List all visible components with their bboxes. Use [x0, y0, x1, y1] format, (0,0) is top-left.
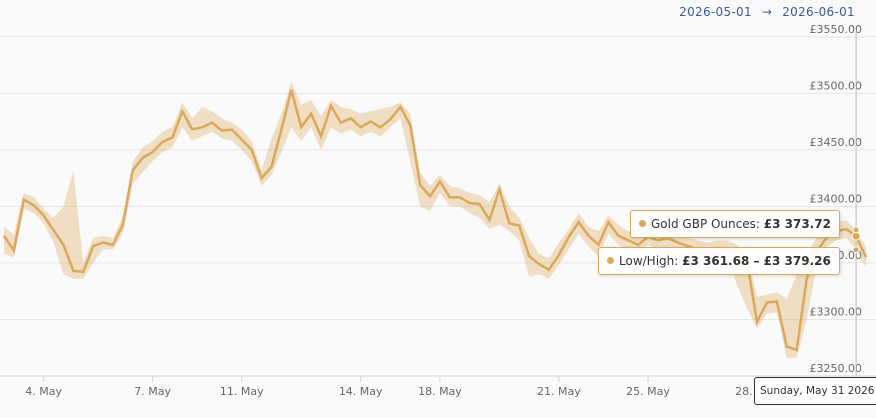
- x-tick-label: 25. May: [626, 385, 670, 398]
- y-tick-label: £3550.00: [810, 23, 863, 36]
- tooltip-dot: [639, 220, 646, 227]
- y-tick-label: £3500.00: [810, 79, 863, 92]
- hover-range-point: [852, 226, 860, 234]
- hover-range-point: [852, 246, 860, 254]
- x-tick-label: 21. May: [537, 385, 581, 398]
- x-tick-label: 4. May: [25, 385, 62, 398]
- tooltip-range-value: £3 361.68 – £3 379.26: [682, 254, 831, 268]
- y-tick-label: £3250.00: [810, 362, 863, 375]
- tooltip-range: Low/High: £3 361.68 – £3 379.26: [598, 247, 840, 275]
- x-tick-label: 14. May: [339, 385, 383, 398]
- y-tick-label: £3450.00: [810, 136, 863, 149]
- x-tick-label: 11. May: [220, 385, 264, 398]
- tooltip-series-label: Gold GBP Ounces:: [651, 217, 760, 231]
- tooltip-date: Sunday, May 31 2026: [754, 377, 876, 405]
- date-range[interactable]: 2026-05-01 → 2026-06-01: [674, 5, 860, 19]
- range-to[interactable]: 2026-06-01: [782, 5, 855, 19]
- y-tick-label: £3300.00: [810, 305, 863, 318]
- tooltip-dot: [607, 257, 614, 264]
- tooltip-value: Gold GBP Ounces: £3 373.72: [630, 210, 840, 238]
- range-from[interactable]: 2026-05-01: [679, 5, 752, 19]
- tooltip-series-value: £3 373.72: [763, 217, 831, 231]
- x-tick-label: 7. May: [134, 385, 171, 398]
- y-tick-label: £3400.00: [810, 192, 863, 205]
- tooltip-range-label: Low/High:: [619, 254, 679, 268]
- range-separator: →: [761, 5, 773, 19]
- x-tick-label: 18. May: [418, 385, 462, 398]
